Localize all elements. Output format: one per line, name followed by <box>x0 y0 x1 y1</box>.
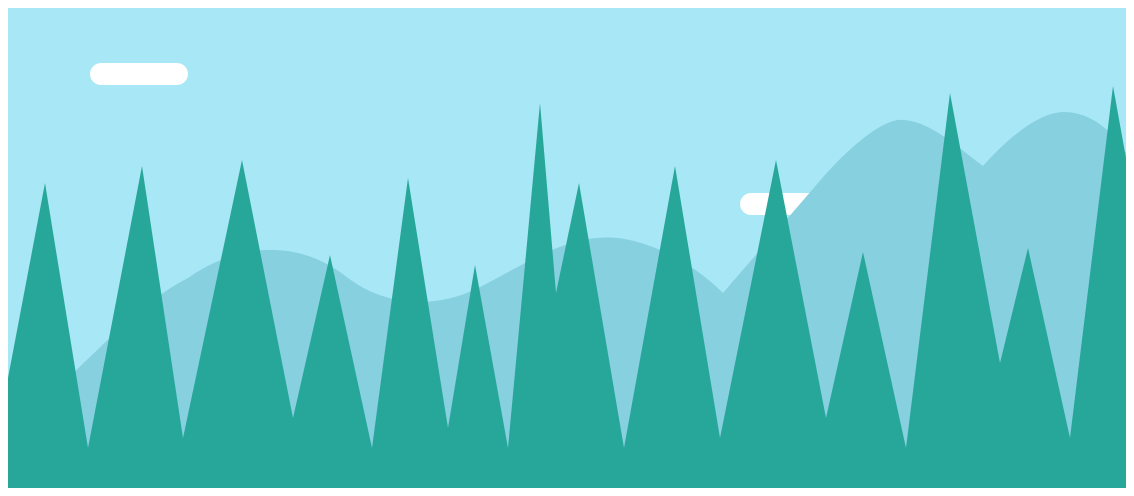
forest-scene-svg <box>8 8 1126 488</box>
landscape-illustration <box>8 8 1126 488</box>
pine-tree-ridge <box>8 86 1126 488</box>
cloud-left <box>90 63 188 85</box>
